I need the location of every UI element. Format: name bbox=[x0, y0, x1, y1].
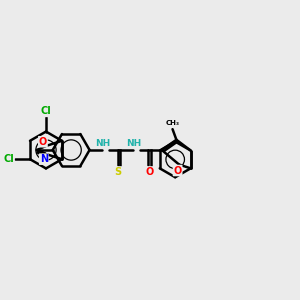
Text: O: O bbox=[146, 167, 154, 177]
Text: NH: NH bbox=[95, 139, 110, 148]
Text: O: O bbox=[173, 166, 182, 176]
Text: Cl: Cl bbox=[40, 106, 51, 116]
Text: Cl: Cl bbox=[3, 154, 14, 164]
Text: S: S bbox=[115, 167, 122, 177]
Text: O: O bbox=[39, 137, 47, 147]
Text: NH: NH bbox=[126, 139, 141, 148]
Text: N: N bbox=[40, 154, 48, 164]
Text: CH₃: CH₃ bbox=[166, 120, 179, 126]
